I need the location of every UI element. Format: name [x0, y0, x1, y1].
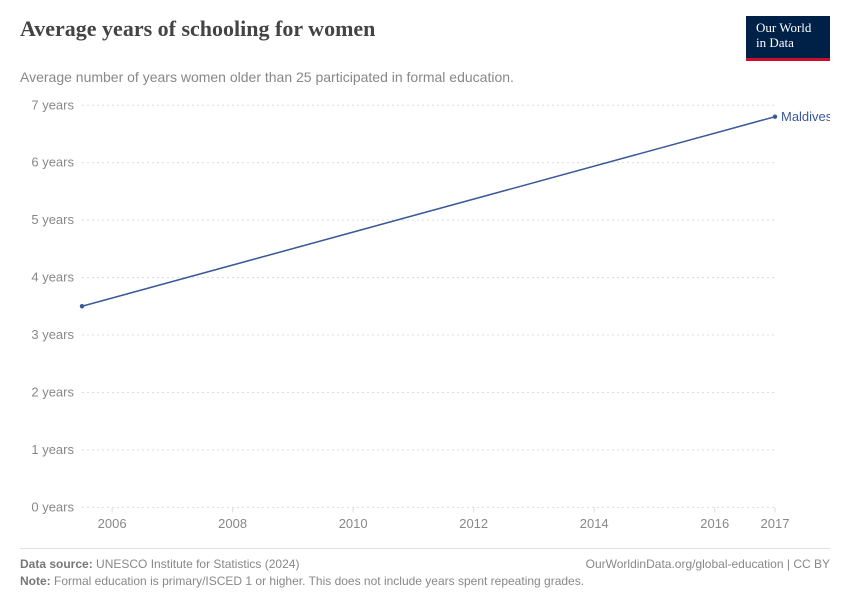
- y-tick-label: 3 years: [31, 327, 74, 342]
- chart-plot: 0 years 1 years 2 years 3 years 4 years 5 yea…: [20, 97, 830, 538]
- y-tick-label: 5 years: [31, 212, 74, 227]
- x-tick-label: 2016: [700, 516, 729, 531]
- x-tick-label: 2010: [339, 516, 368, 531]
- attribution: OurWorldinData.org/global-education | CC…: [586, 557, 830, 571]
- x-tick-label: 2006: [98, 516, 127, 531]
- x-tick-label: 2012: [459, 516, 488, 531]
- chart-note: Note: Formal education is primary/ISCED …: [20, 574, 830, 588]
- x-tick-label: 2014: [580, 516, 609, 531]
- y-tick-label: 6 years: [31, 154, 74, 169]
- chart-footer: Data source: UNESCO Institute for Statis…: [20, 548, 830, 588]
- logo-line2: in Data: [756, 36, 820, 51]
- x-tick-label: 2008: [218, 516, 247, 531]
- y-tick-label: 7 years: [31, 97, 74, 112]
- owid-logo: Our World in Data: [746, 16, 830, 61]
- y-tick-label: 2 years: [31, 384, 74, 399]
- data-source: Data source: UNESCO Institute for Statis…: [20, 557, 299, 571]
- y-tick-label: 1 years: [31, 442, 74, 457]
- y-tick-label: 0 years: [31, 499, 74, 514]
- chart-subtitle: Average number of years women older than…: [20, 69, 830, 85]
- chart-title: Average years of schooling for women: [20, 16, 375, 42]
- x-tick-label: 2017: [761, 516, 790, 531]
- logo-line1: Our World: [756, 21, 820, 36]
- series-start-dot: [80, 304, 84, 309]
- y-tick-label: 4 years: [31, 269, 74, 284]
- series-label-maldives: Maldives: [781, 109, 830, 124]
- series-end-dot: [773, 114, 777, 119]
